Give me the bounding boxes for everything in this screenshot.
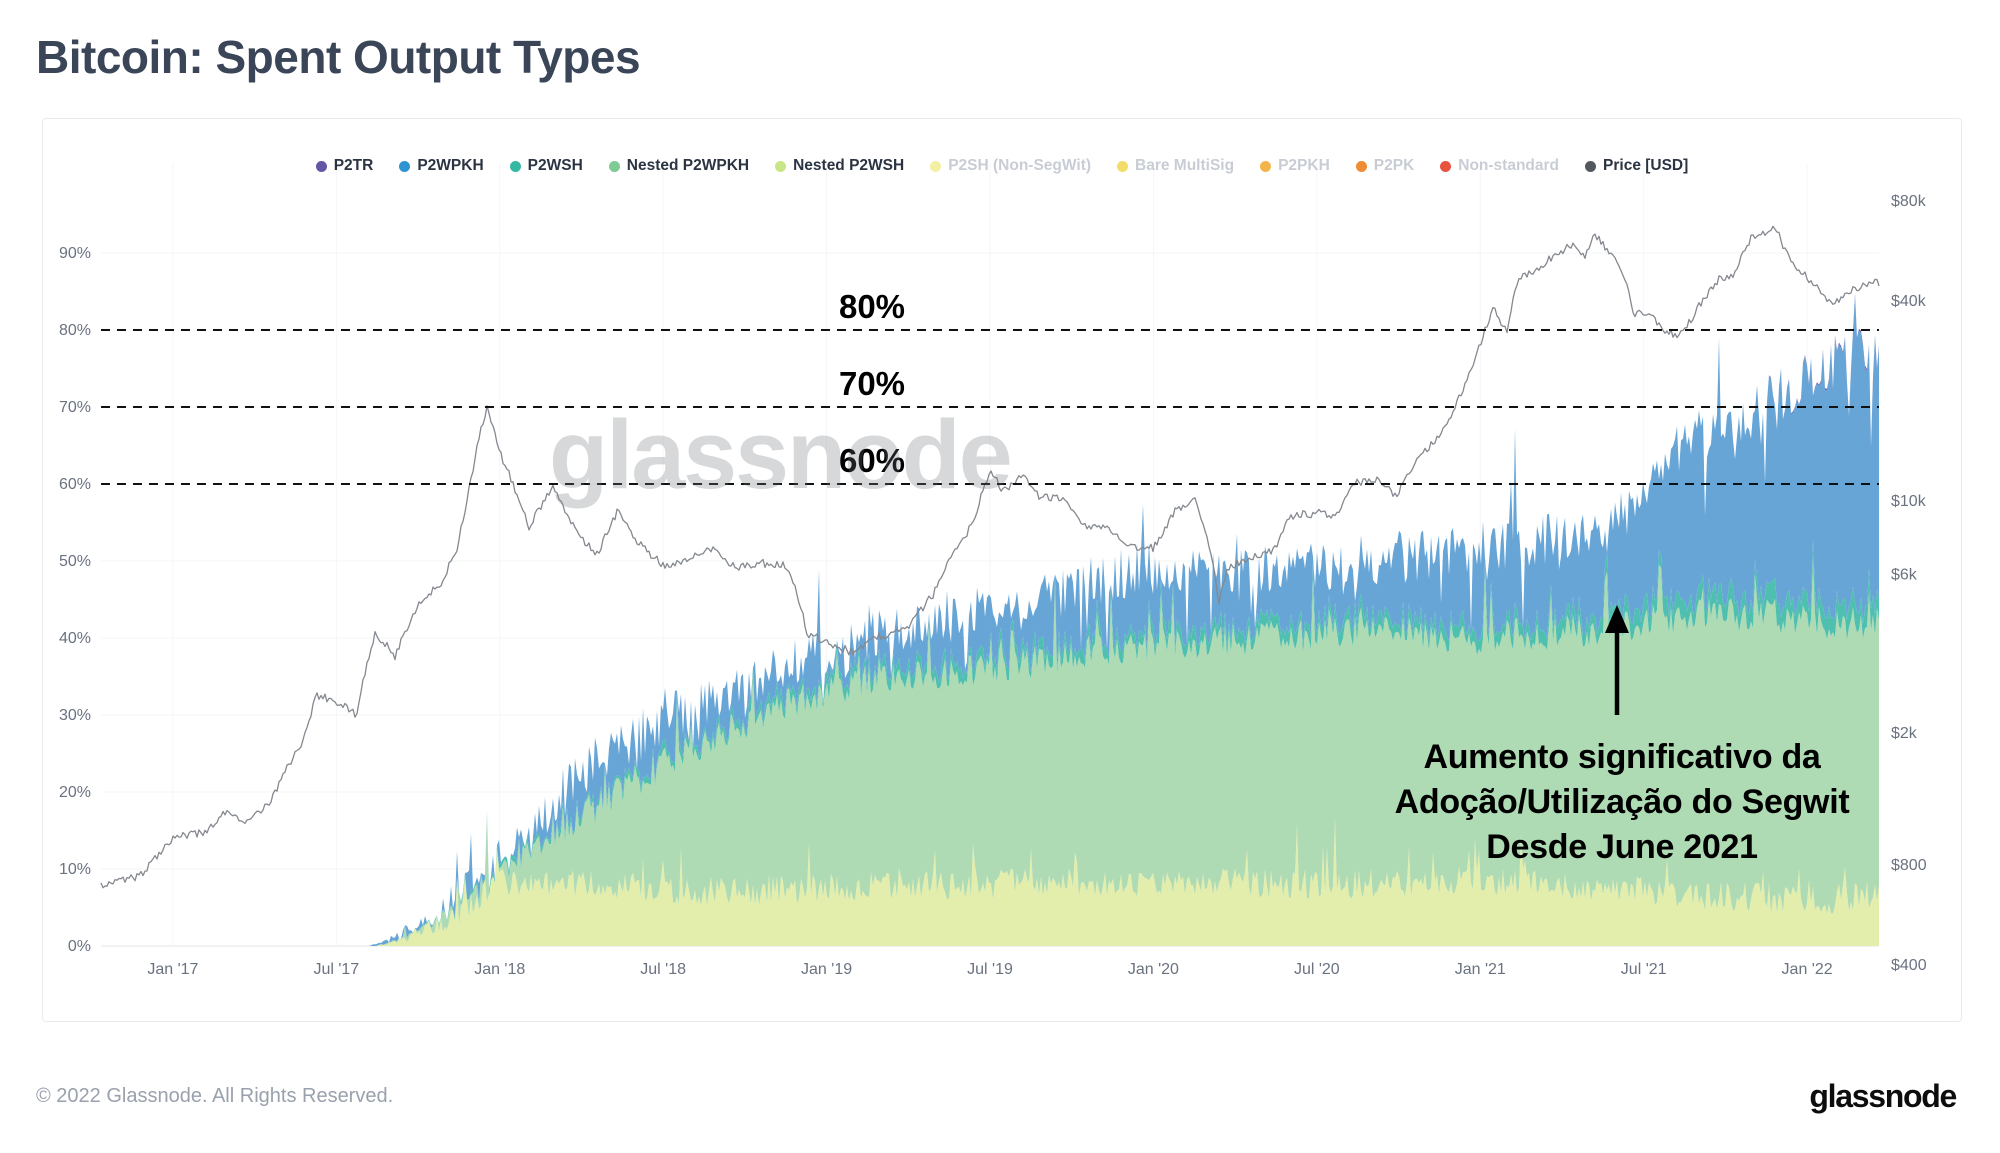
legend-label: P2WPKH [417,157,484,174]
axis-labels: 0% 10% 20% 30% 40% 50% 60% 70% 80% 90% $80k $40k $10… [59,193,1927,978]
legend-dot-icon [608,160,620,172]
legend-item-p2pk[interactable]: P2PK [1355,157,1415,175]
x-axis-tick: Jul '17 [313,961,359,978]
left-axis-tick: 30% [59,707,91,724]
reference-label-70: 70% [839,365,905,402]
right-axis-tick: $10k [1891,493,1927,510]
legend-dot-icon [1260,160,1272,172]
legend-item-p2pkh[interactable]: P2PKH [1260,157,1330,175]
left-axis-tick: 40% [59,630,91,647]
legend-label: Non-standard [1458,157,1560,174]
annotation-line-1: Aumento significativo da [1423,738,1821,776]
legend-dot-icon [775,160,787,172]
legend-item-p2tr[interactable]: P2TR [315,157,374,175]
reference-label-60: 60% [839,442,905,479]
left-axis-tick: 20% [59,784,91,801]
x-axis-tick: Jan '17 [147,961,198,978]
x-axis-tick: Jul '20 [1294,961,1340,978]
area-p2wpkh [101,295,1879,946]
chart-card: 80% 70% 60% 0% 10% 20% 30% 40% 50% 60% 70% 80% 90% $8… [42,118,1962,1022]
right-axis-tick: $40k [1891,293,1927,310]
legend-item-non-standard[interactable]: Non-standard [1440,157,1559,175]
legend-label: P2WSH [527,157,583,174]
legend-dot-icon [1440,160,1452,172]
left-axis-tick: 50% [59,553,91,570]
legend-label: P2PK [1373,157,1415,174]
left-axis-tick: 90% [59,245,91,262]
legend-dot-icon [315,160,327,172]
reference-lines: 80% 70% 60% [101,288,1879,485]
legend-label: Price [USD] [1603,157,1689,174]
right-axis-tick: $800 [1891,857,1927,874]
legend-item-nested-p2wsh[interactable]: Nested P2WSH [775,157,904,175]
right-axis-tick: $6k [1891,567,1918,584]
legend-item-p2wsh[interactable]: P2WSH [509,157,583,175]
x-axis-tick: Jan '18 [474,961,525,978]
right-axis-tick: $400 [1891,957,1927,974]
page-title: Bitcoin: Spent Output Types [36,31,641,83]
x-axis-tick: Jan '21 [1455,961,1506,978]
x-axis-tick: Jan '22 [1782,961,1833,978]
segwit-annotation: Aumento significativo da Adoção/Utilizaç… [1297,735,1947,870]
right-axis-tick: $2k [1891,725,1918,742]
price-line [100,225,1880,889]
legend-dot-icon [1117,160,1129,172]
stacked-areas [101,293,1879,947]
x-axis-tick: Jul '18 [640,961,686,978]
legend-label: P2SH (Non-SegWit) [948,157,1092,174]
left-axis-tick: 10% [59,861,91,878]
copyright-text: © 2022 Glassnode. All Rights Reserved. [36,1085,394,1107]
legend-dot-icon [1585,160,1597,172]
left-axis-tick: 80% [59,322,91,339]
glassnode-logo: glassnode [1809,1078,1957,1114]
left-axis-tick: 0% [68,938,91,955]
legend-label: P2TR [333,157,374,174]
legend-item-p2sh-non-segwit-[interactable]: P2SH (Non-SegWit) [930,157,1091,175]
annotation-arrow [1605,605,1629,715]
legend-dot-icon [399,160,411,172]
left-axis-tick: 70% [59,399,91,416]
legend-label: Nested P2WPKH [626,157,750,174]
annotation-line-3: Desde June 2021 [1486,828,1758,866]
area-nested-p2wsh [101,817,1879,946]
legend-dot-icon [1355,160,1367,172]
x-axis-tick: Jan '20 [1128,961,1179,978]
spent-output-types-chart: 80% 70% 60% 0% 10% 20% 30% 40% 50% 60% 70% 80% 90% $8… [59,163,1927,978]
legend-item-nested-p2wpkh[interactable]: Nested P2WPKH [608,157,750,175]
legend-item-p2wpkh[interactable]: P2WPKH [399,157,484,175]
x-axis-tick: Jul '19 [967,961,1013,978]
x-axis-tick: Jul '21 [1621,961,1667,978]
legend-dot-icon [509,160,521,172]
annotation-line-2: Adoção/Utilização do Segwit [1394,783,1850,821]
reference-label-80: 80% [839,288,905,325]
legend-label: P2PKH [1278,157,1330,174]
chart-legend: P2TR P2WPKH P2WSH Nested P2WPKH Nested P2WSH… [43,157,1961,175]
legend-label: Nested P2WSH [793,157,905,174]
legend-item-bare-multisig[interactable]: Bare MultiSig [1117,157,1234,175]
right-axis-tick: $80k [1891,193,1927,210]
legend-item-price-usd-[interactable]: Price [USD] [1585,157,1688,175]
left-axis-tick: 60% [59,476,91,493]
legend-dot-icon [930,160,942,172]
x-axis-tick: Jan '19 [801,961,852,978]
legend-label: Bare MultiSig [1135,157,1235,174]
area-nested-p2wpkh [101,559,1879,946]
